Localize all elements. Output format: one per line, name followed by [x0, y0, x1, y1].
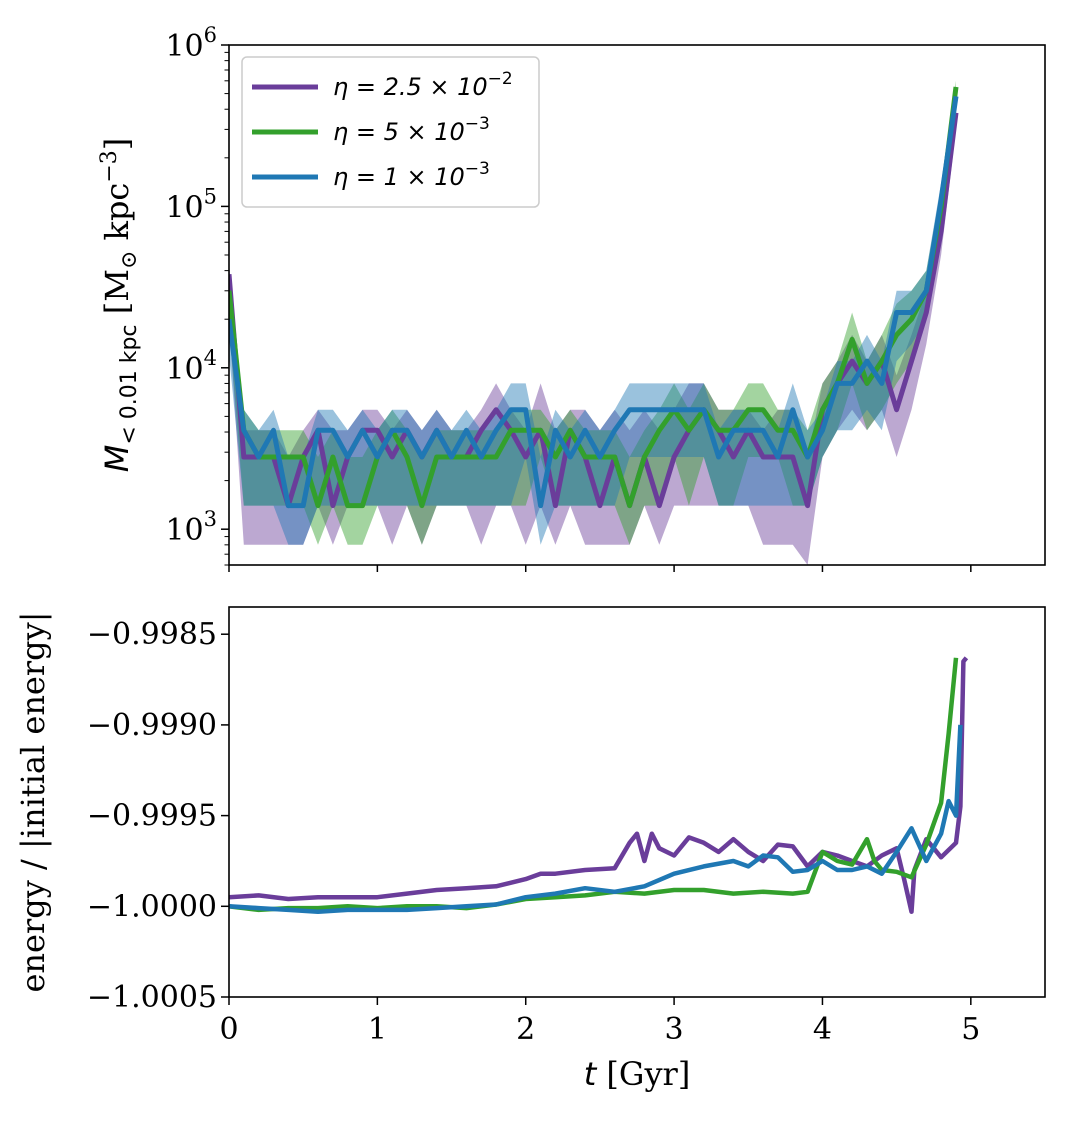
bottom-y-axis-label: energy / |initial energy| [14, 611, 52, 992]
top-y-tick-label: 106 [165, 23, 217, 64]
bottom-series-line-2-5-10-2 [229, 656, 969, 914]
top-panel: 103 104 105 106 M< 0.01 kpc [M⊙ kpc−3] η = … [97, 23, 1046, 572]
top-y-tick-label: 103 [165, 507, 217, 548]
bottom-y-tick-label: −0.9990 [87, 708, 217, 743]
legend-label: η = 5 × 10−3 [333, 114, 490, 146]
bottom-panel: −1.0005 −1.0000 −0.9995 −0.9990 −0.9985 0 1 2 3… [14, 606, 1046, 1093]
bottom-y-tick-label: −0.9995 [87, 799, 217, 834]
top-y-axis-label: M< 0.01 kpc [M⊙ kpc−3] [97, 138, 142, 473]
top-y-tick-label: 104 [165, 346, 217, 387]
confidence-band-1-10-3 [229, 86, 956, 545]
bottom-plot-frame [228, 606, 1046, 998]
bottom-series-line-1-10-3 [229, 724, 963, 914]
bottom-y-tick-label: −0.9985 [87, 617, 217, 652]
bottom-y-tick-label: −1.0000 [87, 889, 217, 924]
legend-label: η = 1 × 10−3 [333, 159, 490, 191]
x-axis-label: t [Gyr] [584, 1055, 691, 1093]
legend-frame [241, 56, 540, 208]
bottom-x-tick-label: 4 [813, 1012, 832, 1047]
bottom-series-line-5-10-3 [229, 657, 959, 913]
legend: η = 2.5 × 10−2 η = 5 × 10−3 η = 1 × 10−3 [241, 56, 540, 208]
top-plot-frame [228, 44, 1046, 566]
top-y-tick-label: 105 [165, 184, 217, 225]
bottom-x-tick-label: 3 [665, 1012, 684, 1047]
bottom-x-tick-label: 5 [961, 1012, 980, 1047]
legend-label: η = 2.5 × 10−2 [333, 69, 513, 101]
bottom-x-tick-label: 0 [219, 1012, 238, 1047]
bottom-x-tick-label: 1 [368, 1012, 387, 1047]
top-series-line-1-10-3 [229, 96, 959, 509]
bottom-y-tick-label: −1.0005 [87, 980, 217, 1015]
bottom-x-tick-label: 2 [516, 1012, 535, 1047]
